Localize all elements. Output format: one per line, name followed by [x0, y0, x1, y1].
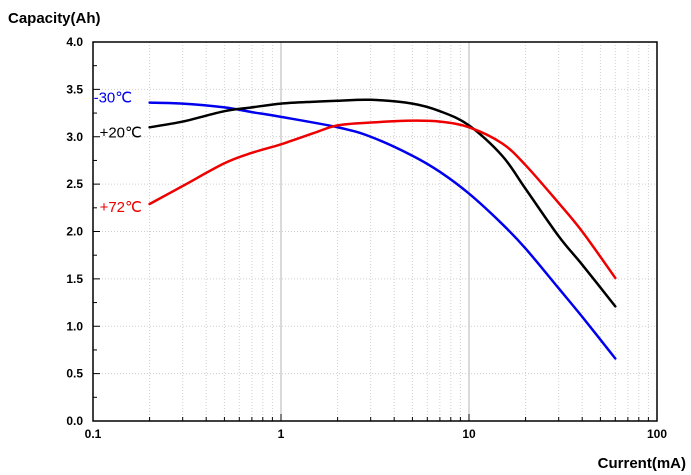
- x-tick-label: 100: [647, 427, 667, 441]
- y-tick-label: 3.5: [66, 82, 83, 96]
- series-label: +20℃: [100, 124, 142, 141]
- series-line: [148, 98, 617, 308]
- y-tick-label: 1.0: [66, 319, 83, 333]
- tick-labels: 0.0 0.5 1.0 1.5 2.0 2.5 3.0 3.5 4.0 0.1 1 10 100: [66, 35, 667, 441]
- series-line: [148, 119, 617, 280]
- x-tick-label: 0.1: [85, 427, 102, 441]
- x-tick-label: 1: [278, 427, 285, 441]
- y-tick-label: 4.0: [66, 35, 83, 49]
- y-tick-label: 1.5: [66, 272, 83, 286]
- series-lines: [148, 98, 617, 360]
- series-label: -30℃: [94, 90, 133, 107]
- y-tick-label: 2.0: [66, 225, 83, 239]
- series-labels: -30℃ +20℃ +72℃: [94, 90, 142, 216]
- y-tick-label: 2.5: [66, 177, 83, 191]
- series-label: +72℃: [100, 199, 142, 216]
- ticks: [92, 41, 649, 422]
- y-tick-label: 3.0: [66, 130, 83, 144]
- x-axis-title: Current(mA): [598, 455, 686, 472]
- y-tick-label: 0.5: [66, 367, 83, 381]
- y-tick-label: 0.0: [66, 414, 83, 428]
- x-tick-label: 10: [462, 427, 476, 441]
- y-axis-title: Capacity(Ah): [8, 10, 101, 27]
